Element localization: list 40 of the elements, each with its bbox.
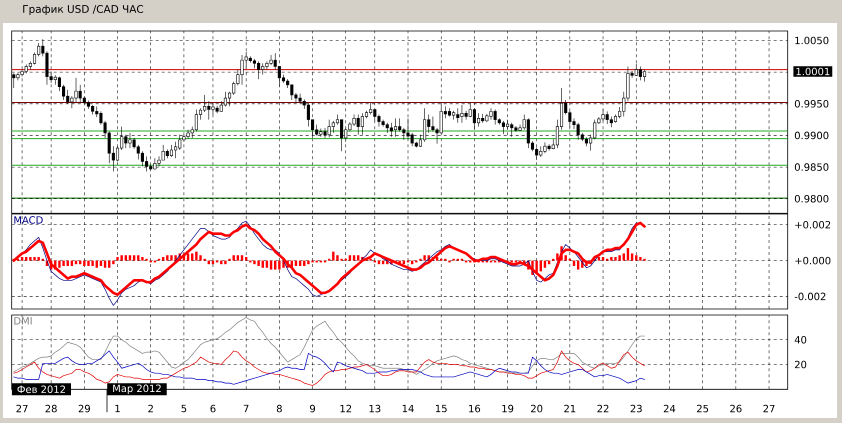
- y-tick-label: 0.9900: [794, 132, 828, 140]
- x-tick-label: 7: [244, 404, 248, 412]
- x-tick-label: 28: [46, 404, 57, 412]
- x-tick-label: 21: [564, 404, 576, 412]
- y-tick-label: 40: [794, 336, 806, 344]
- chart-title: График USD /CAD ЧАС: [23, 5, 144, 15]
- annotation: Фев 2012: [17, 386, 65, 394]
- x-tick-label: 9: [310, 404, 316, 412]
- x-tick-label: 27: [763, 404, 775, 412]
- x-tick-label: 6: [210, 404, 216, 412]
- x-tick-label: 15: [436, 404, 447, 412]
- chart-title: DMI: [14, 317, 32, 324]
- x-tick-label: 2: [148, 404, 153, 412]
- x-tick-label: 22: [597, 404, 608, 412]
- x-tick-label: 20: [531, 404, 542, 412]
- x-tick-label: 8: [276, 404, 282, 412]
- y-tick-label: -0.002: [794, 292, 826, 300]
- x-tick-label: 14: [402, 404, 414, 412]
- y-tick-label: 0.9850: [794, 163, 828, 171]
- x-tick-label: 12: [340, 404, 352, 412]
- text: 1.0001: [796, 68, 830, 76]
- x-tick-label: 25: [697, 404, 708, 412]
- x-tick-label: 23: [630, 404, 642, 412]
- x-tick-label: 16: [469, 404, 480, 412]
- y-tick-label: +0.002: [795, 220, 830, 229]
- y-tick-label: 0.9950: [794, 100, 828, 108]
- x-tick-label: 29: [78, 404, 90, 412]
- x-tick-label: 5: [182, 404, 186, 412]
- y-tick-label: 1.0050: [795, 36, 828, 44]
- y-tick-label: +0.000: [795, 256, 830, 264]
- y-tick-label: 20: [794, 360, 806, 368]
- x-tick-label: 26: [730, 404, 742, 412]
- x-tick-label: 27: [16, 404, 28, 412]
- chart-title: MACD: [14, 216, 43, 224]
- annotation: Мар 2012: [113, 384, 161, 394]
- x-tick-label: 19: [502, 404, 514, 412]
- x-tick-label: 1: [115, 404, 120, 412]
- y-tick-label: 0.9800: [794, 194, 828, 203]
- x-tick-label: 13: [370, 404, 380, 412]
- x-tick-label: 24: [664, 404, 676, 412]
